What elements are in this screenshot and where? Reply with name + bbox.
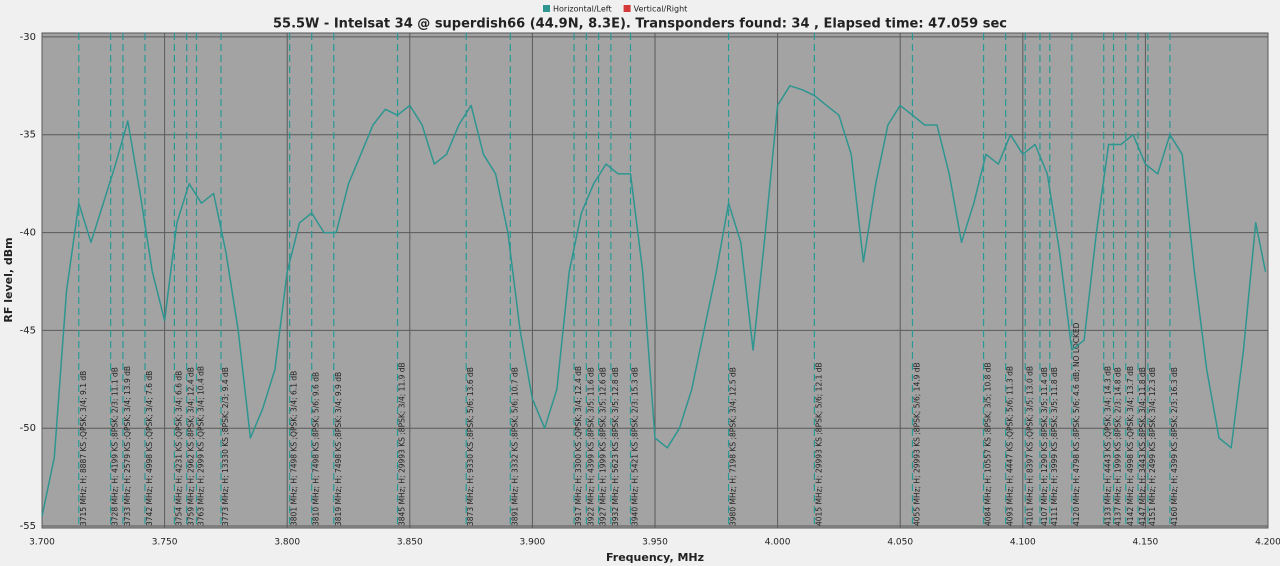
chart-title: 55.5W - Intelsat 34 @ superdish66 (44.9N…: [273, 17, 1007, 32]
x-tick-label: 4.200: [1255, 538, 1280, 548]
transponder-label: 3733 MHz; H; 2579 KS ;QPSK; 3/4; 13.9 dB: [123, 366, 132, 526]
transponder-label: 3773 MHz; H; 13330 KS ;8PSK; 2/3; 9.4 dB: [221, 367, 230, 526]
transponder-label: 4142 MHz; H; 4998 KS ;QPSK; 3/4; 13.7 dB: [1126, 366, 1135, 526]
y-tick-label: -30: [20, 32, 36, 43]
transponder-label: 3922 MHz; H; 4399 KS ;8PSK; 3/5; 11.6 dB: [586, 367, 595, 526]
x-tick-label: 3.750: [152, 538, 178, 548]
transponder-label: 4147 MHz; H; 3443 KS ;8PSK; 3/4; 11.8 dB: [1138, 367, 1147, 526]
transponder-label: 4160 MHz; H; 4399 KS ;8PSK; 2/3; 16.3 dB: [1170, 367, 1179, 526]
transponder-label: 3932 MHz; H; 5623 KS ;8PSK; 3/5; 12.8 dB: [611, 367, 620, 526]
transponder-label: 4101 MHz; H; 8397 KS ;QPSK; 3/5; 13.0 dB: [1025, 366, 1034, 526]
transponder-label: 3728 MHz; H; 4199 KS ;8PSK; 2/3; 11.1 dB: [111, 367, 120, 526]
transponder-label: 3801 MHz; H; 7498 KS ;QPSK; 3/4; 6.1 dB: [290, 371, 299, 526]
x-tick-label: 4.050: [887, 538, 913, 548]
transponder-label: 3917 MHz; H; 3300 KS ;QPSK; 3/4; 12.4 dB: [574, 366, 583, 526]
transponder-label: 4015 MHz; H; 29993 KS ;8PSK; 5/6; 12.1 d…: [814, 362, 823, 526]
x-tick-label: 3.800: [274, 538, 300, 548]
legend-label: Horizontal/Left: [553, 5, 612, 14]
spectrum-line: [41, 85, 1267, 517]
transponder-label: 3754 MHz; H; 4231 KS ;QPSK; 3/4; 6.6 dB: [174, 371, 183, 526]
x-tick-label: 3.850: [397, 538, 423, 548]
transponder-label: 4107 MHz; H; 1290 KS ;8PSK; 3/5; 11.4 dB: [1040, 367, 1049, 526]
transponder-label: 3759 MHz; H; 2962 KS ;8PSK; 3/4; 12.4 dB: [187, 367, 196, 526]
transponder-label: 4137 MHz; H; 1999 KS ;8PSK; 2/3; 14.8 dB: [1114, 367, 1123, 526]
transponder-label: 3980 MHz; H; 7198 KS ;8PSK; 3/4; 12.5 dB: [729, 367, 738, 526]
y-axis-label: RF level, dBm: [2, 237, 15, 322]
y-tick-label: -35: [20, 130, 36, 141]
legend-swatch: [543, 5, 550, 12]
legend-label: Vertical/Right: [634, 5, 688, 14]
transponder-label: 4111 MHz; H; 3999 KS ;8PSK; 3/5; 11.8 dB: [1050, 367, 1059, 526]
transponder-label: 4055 MHz; H; 29993 KS ;8PSK; 5/6; 14.9 d…: [912, 362, 921, 526]
transponder-label: 4151 MHz; H; 2499 KS ;8PSK; 3/4; 12.3 dB: [1148, 367, 1157, 526]
y-tick-label: -50: [20, 423, 36, 434]
x-tick-label: 4.100: [1010, 538, 1036, 548]
x-tick-label: 4.150: [1133, 538, 1159, 548]
legend-swatch: [623, 5, 631, 12]
transponder-label: 3845 MHz; H; 29993 KS ;8PSK; 3/4; 11.9 d…: [398, 362, 407, 526]
y-tick-label: -40: [20, 228, 36, 239]
x-tick-label: 3.700: [29, 538, 55, 548]
transponder-label: 3927 MHz; H; 1999 KS ;8PSK; 3/5; 12.6 dB: [599, 367, 608, 526]
transponder-label: 3810 MHz; H; 7498 KS ;8PSK; 5/6; 9.6 dB: [312, 372, 321, 526]
x-axis-label: Frequency, MHz: [606, 551, 704, 564]
transponder-label: 3742 MHz; H; 4998 KS ;QPSK; 3/4; 7.6 dB: [145, 371, 154, 526]
x-tick-label: 3.950: [642, 538, 668, 548]
transponder-label: 3873 MHz; H; 9330 KS ;8PSK; 5/6; 13.6 dB: [466, 367, 475, 526]
transponder-label: 3891 MHz; H; 3332 KS ;8PSK; 5/6; 10.7 dB: [510, 367, 519, 526]
x-tick-label: 4.000: [765, 538, 791, 548]
transponder-label: 3763 MHz; H; 2999 KS ;QPSK; 3/4; 10.4 dB: [196, 366, 205, 526]
transponder-label: 4120 MHz; H; 4798 KS ;8PSK; 5/6; 4.6 dB;…: [1072, 322, 1081, 526]
transponder-label: 3819 MHz; H; 7498 KS ;8PSK; 3/4; 9.9 dB: [334, 372, 343, 526]
transponder-label: 4093 MHz; H; 4447 KS ;QPSK; 5/6; 11.3 dB: [1006, 366, 1015, 526]
y-tick-label: -55: [20, 521, 36, 532]
transponder-label: 4133 MHz; H; 4443 KS ;QPSK; 3/4; 14.3 dB: [1104, 366, 1113, 526]
transponder-label: 4084 MHz; H; 10557 KS ;8PSK; 3/5; 10.8 d…: [984, 362, 993, 526]
transponder-label: 3940 MHz; H; 5421 KS ;8PSK; 2/3; 15.3 dB: [630, 367, 639, 526]
transponder-label: 3715 MHz; H; 8887 KS ;QPSK; 3/4; 9.1 dB: [79, 371, 88, 526]
x-tick-label: 3.900: [520, 538, 546, 548]
y-tick-label: -45: [20, 325, 36, 336]
